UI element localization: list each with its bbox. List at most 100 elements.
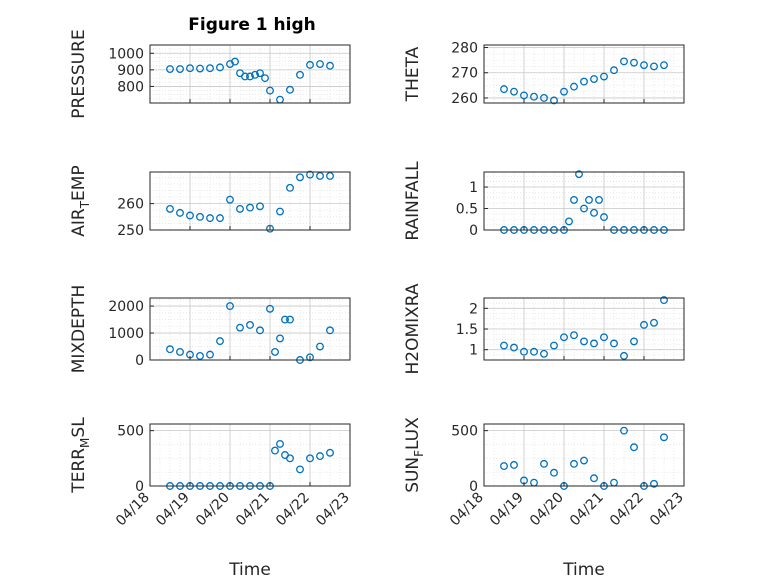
mixdepth-point (306, 353, 314, 362)
air_temp-point (266, 224, 274, 233)
figure-title: Figure 1 high (188, 15, 316, 35)
sun_flux-axes-box (483, 423, 685, 487)
h2omixra-point (530, 347, 538, 356)
rainfall-point (600, 213, 608, 222)
theta-axes-box (483, 44, 685, 104)
air_temp-point (306, 170, 314, 179)
terr_msl-point (296, 465, 304, 474)
h2omixra-ytick-label: 2 (469, 301, 478, 317)
sun_flux-ylabel: SUNFLUX (403, 417, 426, 493)
pressure-point (326, 61, 334, 70)
h2omixra-point (580, 337, 588, 346)
h2omixra-point (500, 341, 508, 350)
sun_flux-xtick-label: 04/21 (567, 490, 607, 530)
pressure-ytick-label: 800 (117, 79, 144, 95)
theta-point (650, 62, 658, 71)
theta-point (600, 72, 608, 81)
h2omixra-ytick-label: 1 (469, 343, 478, 359)
mixdepth-point (196, 352, 204, 360)
air_temp-ylabel: AIRTEMP (69, 165, 92, 236)
rainfall-point (575, 170, 583, 179)
air_temp-point (316, 172, 324, 180)
air_temp-ytick-label: 250 (117, 223, 144, 239)
sun_flux-point (540, 459, 548, 468)
h2omixra-point (610, 339, 618, 348)
h2omixra-ytick-label: 1.5 (456, 322, 478, 338)
theta-point (620, 57, 628, 66)
sun_flux-xtick-label: 04/20 (527, 490, 567, 530)
sun_flux-xtick-label: 04/19 (487, 490, 527, 530)
sun_flux-point (510, 461, 518, 469)
terr_msl-point (326, 448, 334, 457)
mixdepth-point (326, 326, 334, 335)
rainfall-point (565, 217, 573, 226)
mixdepth-point (256, 326, 264, 335)
sun_flux-point (570, 459, 578, 468)
mixdepth-ytick-label: 2000 (108, 299, 144, 315)
pressure-point (316, 60, 324, 69)
sun_flux-point (550, 468, 558, 477)
pressure-point (256, 69, 264, 78)
sun_flux-point (620, 426, 628, 435)
air_temp-point (326, 172, 334, 180)
h2omixra-point (540, 349, 548, 358)
theta-point (630, 58, 638, 67)
mixdepth-axes-box (149, 297, 351, 361)
terr_msl-axes: 0 500 04/18 04/19 04/20 04/21 04/22 04/23 Time TE… (69, 417, 353, 580)
sun_flux-point (650, 479, 658, 488)
mixdepth-ytick-label: 1000 (108, 326, 144, 342)
sun_flux-axes: 0 500 04/18 04/19 04/20 04/21 04/22 04/23 Time SU… (403, 417, 687, 580)
air_temp-point (196, 212, 204, 221)
rainfall-point (585, 195, 593, 204)
theta-axes: 260 270 280 THETA (403, 41, 685, 107)
mixdepth-point (216, 337, 224, 346)
h2omixra-point (600, 333, 608, 342)
h2omixra-point (620, 351, 628, 360)
h2omixra-point (590, 339, 598, 348)
terr_msl-xtick-label: 04/22 (273, 490, 313, 530)
sun_flux-xtick-label: 04/23 (647, 490, 687, 530)
sun_flux-ytick-label: 500 (451, 424, 478, 440)
air_temp-point (166, 204, 174, 213)
h2omixra-ylabel: H2OMIXRA (403, 283, 423, 374)
sun_flux-point (500, 462, 508, 471)
sun_flux-xtick-label: 04/22 (607, 490, 647, 530)
pressure-ylabel: PRESSURE (69, 29, 89, 118)
sun_flux-xtick-label: 04/18 (447, 490, 487, 530)
air_temp-point (236, 204, 244, 213)
rainfall-point (590, 208, 598, 217)
pressure-point (166, 65, 174, 73)
h2omixra-point (550, 341, 558, 350)
pressure-ytick-label: 1000 (108, 46, 144, 62)
sun_flux-point (580, 456, 588, 465)
pressure-point (196, 64, 204, 73)
rainfall-axes-box (483, 171, 685, 231)
h2omixra-point (660, 296, 668, 305)
mixdepth-ytick-label: 0 (135, 353, 144, 369)
air_temp-point (216, 214, 224, 223)
pressure-ytick-label: 900 (117, 63, 144, 79)
theta-point (520, 91, 528, 100)
rainfall-ytick-label: 1 (469, 180, 478, 196)
theta-point (510, 87, 518, 96)
h2omixra-point (650, 318, 658, 327)
air_temp-point (186, 211, 194, 220)
rainfall-ytick-label: 0 (469, 223, 478, 239)
terr_msl-xtick-label: 04/18 (113, 490, 153, 530)
mixdepth-point (226, 302, 234, 311)
rainfall-ylabel: RAINFALL (403, 161, 423, 241)
mixdepth-point (176, 347, 184, 356)
pressure-point (246, 72, 254, 81)
theta-ylabel: THETA (403, 46, 423, 102)
pressure-point (286, 85, 294, 94)
terr_msl-ytick-label: 500 (117, 424, 144, 440)
terr_msl-point (286, 454, 294, 463)
air_temp-point (176, 208, 184, 217)
terr_msl-xtick-label: 04/21 (233, 490, 273, 530)
air_temp-point (206, 214, 214, 223)
theta-point (550, 96, 558, 105)
pressure-point (176, 65, 184, 73)
air_temp-point (296, 173, 304, 182)
